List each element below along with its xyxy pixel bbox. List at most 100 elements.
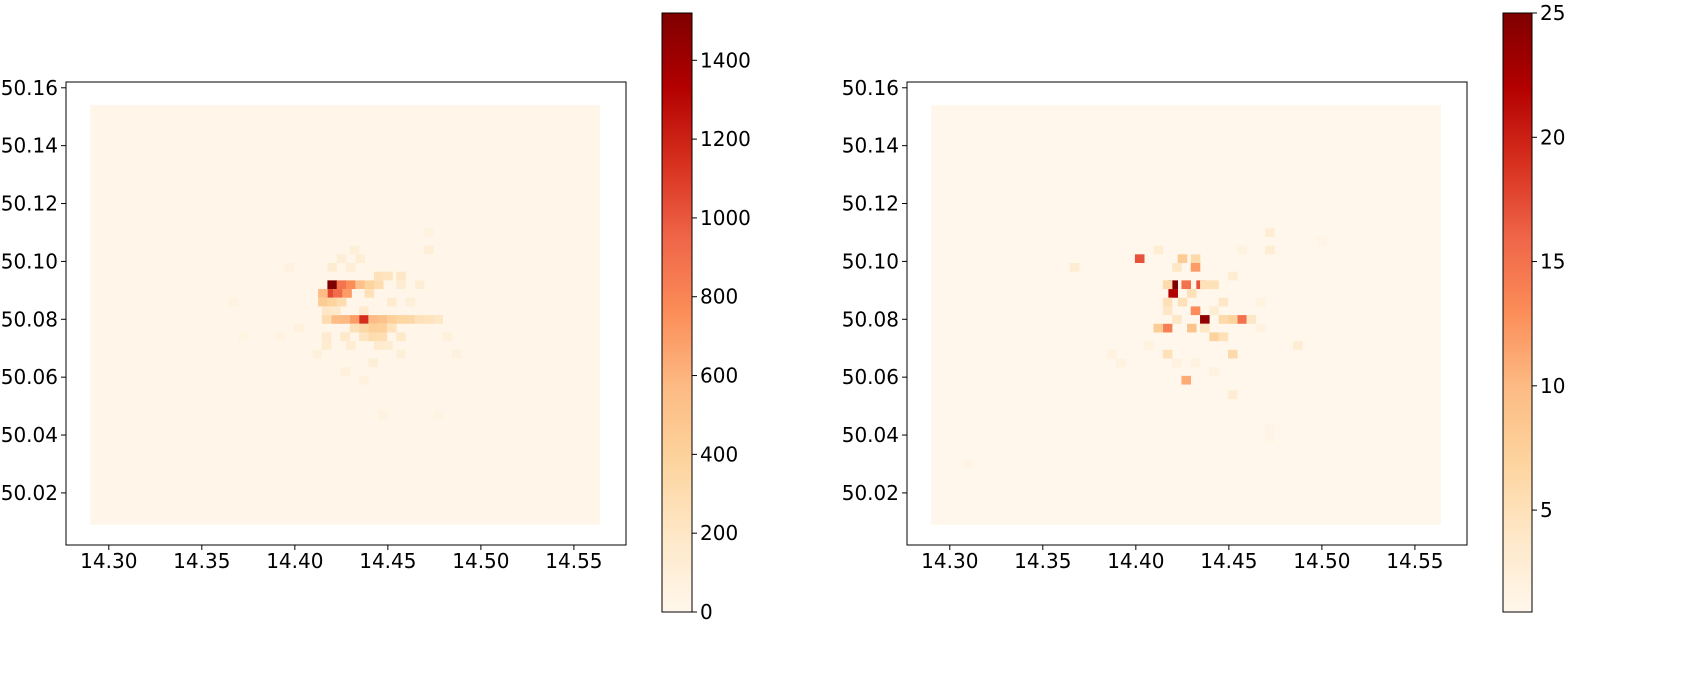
heatmap-cell <box>424 228 434 237</box>
heatmap-cell <box>963 459 974 469</box>
heatmap-cell <box>377 410 388 420</box>
colorbar-tick-label: 400 <box>700 442 738 466</box>
heatmap-cell <box>452 349 462 359</box>
heatmap-cell <box>1172 315 1182 324</box>
heatmap-cell <box>373 271 384 281</box>
x-tick-label: 14.55 <box>1386 549 1443 573</box>
heatmap-cell <box>1255 297 1266 307</box>
heatmap-cell <box>424 245 434 255</box>
heatmap-cell <box>396 271 406 281</box>
heatmap-cell <box>359 375 369 385</box>
heatmap-cell <box>1190 263 1201 272</box>
heatmap-cell <box>1227 315 1238 324</box>
heatmap-cell <box>1190 358 1201 368</box>
colorbar-gradient <box>661 12 693 613</box>
x-tick-label: 14.30 <box>921 549 978 573</box>
heatmap-cell <box>1265 433 1275 443</box>
heatmap-cell <box>1172 358 1182 368</box>
heatmap-cell <box>331 306 341 316</box>
heatmap-cell <box>327 263 337 272</box>
x-tick-label: 14.40 <box>266 549 323 573</box>
heatmap-cell <box>1209 306 1219 316</box>
heatmap-cell <box>442 332 453 342</box>
heatmap-cell <box>327 280 337 290</box>
heatmap-cell <box>336 297 347 307</box>
heatmap-cell <box>1209 332 1219 342</box>
heatmap-cell <box>1227 390 1238 400</box>
heatmap-cell <box>1069 263 1080 272</box>
heatmap-cell <box>336 254 347 264</box>
heatmap-cell <box>383 271 393 281</box>
heatmap-background <box>90 105 600 525</box>
colorbar-gradient <box>1502 12 1533 613</box>
heatmap-cell <box>312 349 323 359</box>
colorbar-tick-label: 800 <box>700 285 738 309</box>
heatmap-cell <box>1218 297 1229 307</box>
colorbar-left: 0 200 400 600 800 1000 1200 1400 <box>661 12 751 624</box>
panel-left: 14.30 14.35 14.40 14.45 14.50 14.55 50.0250.0… <box>1 12 751 624</box>
y-axis-left: 50.02 50.04 50.06 50.08 50.10 50.12 50.14 50.16 <box>1 76 66 505</box>
y-tick-label: 50.12 <box>1 192 58 216</box>
heatmap-cell <box>377 323 388 333</box>
y-tick-label: 50.14 <box>1 134 58 158</box>
heatmap-cell <box>1200 323 1210 333</box>
heatmap-cell <box>349 315 360 324</box>
colorbar-tick-label: 20 <box>1540 125 1565 149</box>
heatmap-cell <box>1168 289 1178 298</box>
y-tick-label: 50.16 <box>1 76 58 100</box>
y-tick-label: 50.04 <box>842 423 899 447</box>
heatmap-cell <box>1162 323 1173 333</box>
y-tick-label: 50.02 <box>842 481 899 505</box>
axes-frame-right <box>906 81 1468 546</box>
heatmap-cell <box>1116 358 1126 368</box>
heatmap-cell <box>349 323 360 333</box>
heatmap-cell <box>368 323 378 333</box>
heatmap-cell <box>1162 349 1173 359</box>
heatmap-right <box>931 105 1441 525</box>
x-tick-label: 14.35 <box>1014 549 1071 573</box>
y-tick-label: 50.08 <box>1 307 58 331</box>
colorbar-tick-label: 25 <box>1540 1 1565 25</box>
heatmap-cell <box>1227 271 1238 281</box>
heatmap-cell <box>433 410 444 420</box>
heatmap-cell <box>1144 341 1154 350</box>
colorbar-tick-label: 1200 <box>700 127 751 151</box>
heatmap-cell <box>396 315 406 324</box>
heatmap-cell <box>1218 332 1229 342</box>
x-tick-label: 14.45 <box>1200 549 1257 573</box>
y-tick-label: 50.02 <box>1 481 58 505</box>
heatmap-cell <box>238 332 248 342</box>
heatmap-cell <box>373 341 384 350</box>
colorbar-tick-label: 600 <box>700 364 738 388</box>
y-axis-right: 50.02 50.04 50.06 50.08 50.10 50.12 50.14 50.16 <box>842 76 907 505</box>
heatmap-cell <box>414 280 425 290</box>
heatmap-cell <box>1255 323 1266 333</box>
heatmap-cell <box>383 341 393 350</box>
heatmap-cell <box>396 332 406 342</box>
heatmap-cell <box>386 323 397 333</box>
heatmap-cell <box>386 315 397 324</box>
heatmap-cell <box>1265 245 1275 255</box>
colorbar-tick-label: 15 <box>1540 250 1565 274</box>
heatmap-cell <box>386 297 397 307</box>
panel-right: 14.30 14.35 14.40 14.45 14.50 14.55 50.0250.0… <box>842 1 1565 613</box>
y-tick-label: 50.04 <box>1 423 58 447</box>
heatmap-cell <box>1177 254 1188 264</box>
y-tick-label: 50.12 <box>842 192 899 216</box>
colorbar-tick-label: 1000 <box>700 206 751 230</box>
heatmap-cell <box>359 323 369 333</box>
heatmap-cell <box>346 341 356 350</box>
heatmap-cell <box>368 315 378 324</box>
heatmap-cell <box>1265 425 1275 434</box>
heatmap-cell <box>336 280 347 290</box>
heatmap-cell <box>331 315 341 324</box>
heatmap-cell <box>1209 280 1219 290</box>
heatmap-left <box>90 105 600 525</box>
heatmap-cell <box>321 306 332 316</box>
x-tick-label: 14.45 <box>359 549 416 573</box>
colorbar-tick-label: 200 <box>700 521 738 545</box>
colorbar-tick-label: 10 <box>1540 374 1565 398</box>
heatmap-cell <box>1172 263 1182 272</box>
heatmap-cell <box>1237 245 1247 255</box>
